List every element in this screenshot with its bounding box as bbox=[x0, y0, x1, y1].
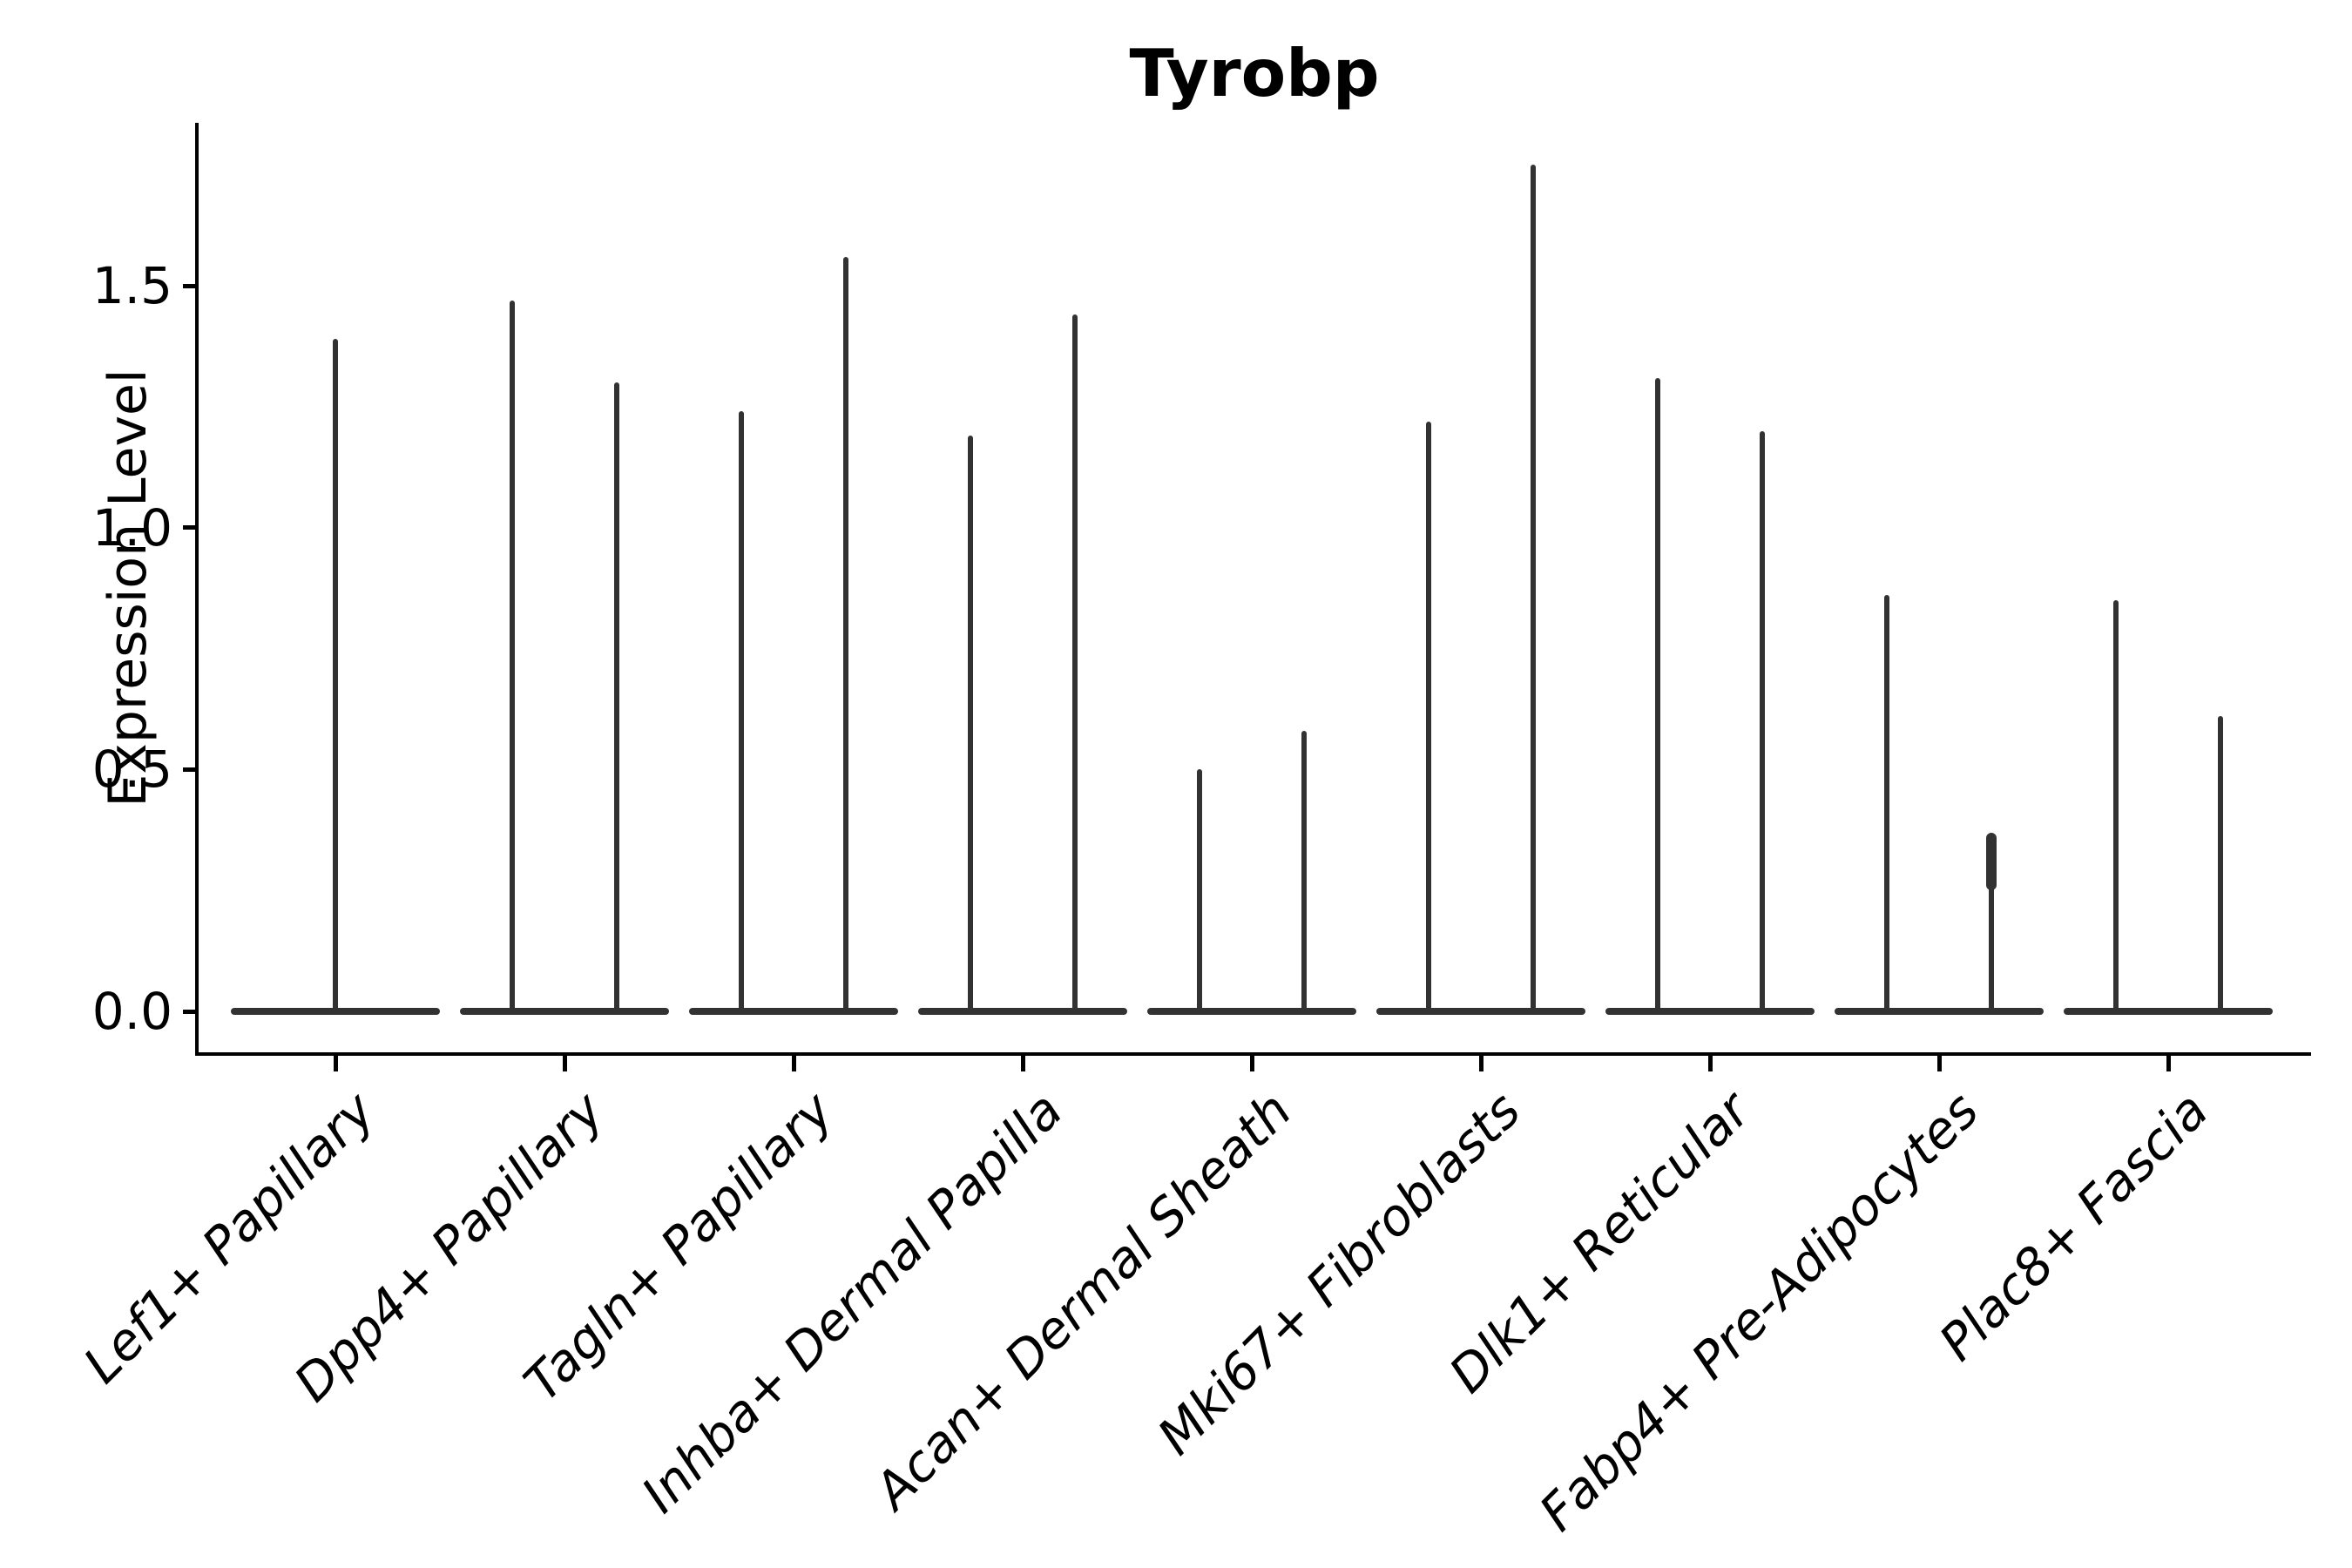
violin-spike bbox=[1531, 165, 1536, 1015]
violin-spike bbox=[1989, 832, 1994, 1015]
y-tick bbox=[183, 283, 197, 288]
x-tick bbox=[1020, 1054, 1025, 1071]
x-tick bbox=[562, 1054, 567, 1071]
violin-spike bbox=[510, 300, 515, 1015]
x-tick bbox=[791, 1054, 796, 1071]
violin-spike bbox=[1197, 769, 1202, 1015]
violin-base bbox=[460, 1008, 669, 1015]
violin-spike bbox=[1301, 730, 1307, 1015]
x-tick-label: Fabp4+ Pre-Adipocytes bbox=[1528, 1080, 1990, 1543]
violin-bulge bbox=[1986, 832, 1997, 891]
x-tick bbox=[1249, 1054, 1254, 1071]
x-tick bbox=[1936, 1054, 1942, 1071]
violin-spike bbox=[2113, 599, 2119, 1015]
violin-base bbox=[918, 1008, 1127, 1015]
chart-title: Tyrobp bbox=[1129, 35, 1380, 112]
x-tick-label: Inhba+ Dermal Papilla bbox=[630, 1080, 1074, 1524]
violin-base bbox=[1376, 1008, 1585, 1015]
violin-spike bbox=[1655, 377, 1660, 1015]
x-tick bbox=[1478, 1054, 1484, 1071]
x-tick bbox=[2166, 1054, 2171, 1071]
x-tick bbox=[1707, 1054, 1713, 1071]
violin-base bbox=[2064, 1008, 2273, 1015]
y-tick-label: 0.5 bbox=[91, 740, 172, 800]
y-tick bbox=[183, 525, 197, 531]
violin-spike bbox=[843, 256, 848, 1015]
violin-spike bbox=[968, 436, 973, 1015]
y-tick-label: 1.0 bbox=[91, 497, 172, 558]
y-tick bbox=[183, 1009, 197, 1014]
violin-spike bbox=[1760, 430, 1765, 1015]
y-tick-label: 1.5 bbox=[91, 256, 172, 316]
y-tick bbox=[183, 767, 197, 772]
violin-spike bbox=[614, 382, 619, 1015]
violin-spike bbox=[2218, 716, 2223, 1015]
violin-base bbox=[1605, 1008, 1815, 1015]
y-axis-spine bbox=[195, 123, 199, 1056]
violin-spike bbox=[333, 339, 338, 1015]
x-tick-label: Acan+ Dermal Sheath bbox=[862, 1080, 1303, 1521]
x-tick bbox=[333, 1054, 338, 1071]
violin-spike bbox=[1426, 421, 1431, 1015]
violin-spike bbox=[1072, 314, 1078, 1015]
violin-spike bbox=[1884, 595, 1889, 1015]
y-tick-label: 0.0 bbox=[91, 982, 172, 1041]
violin-base bbox=[1835, 1008, 2044, 1015]
violin-base bbox=[689, 1008, 898, 1015]
violin-base bbox=[1147, 1008, 1356, 1015]
violin-spike bbox=[739, 411, 744, 1015]
